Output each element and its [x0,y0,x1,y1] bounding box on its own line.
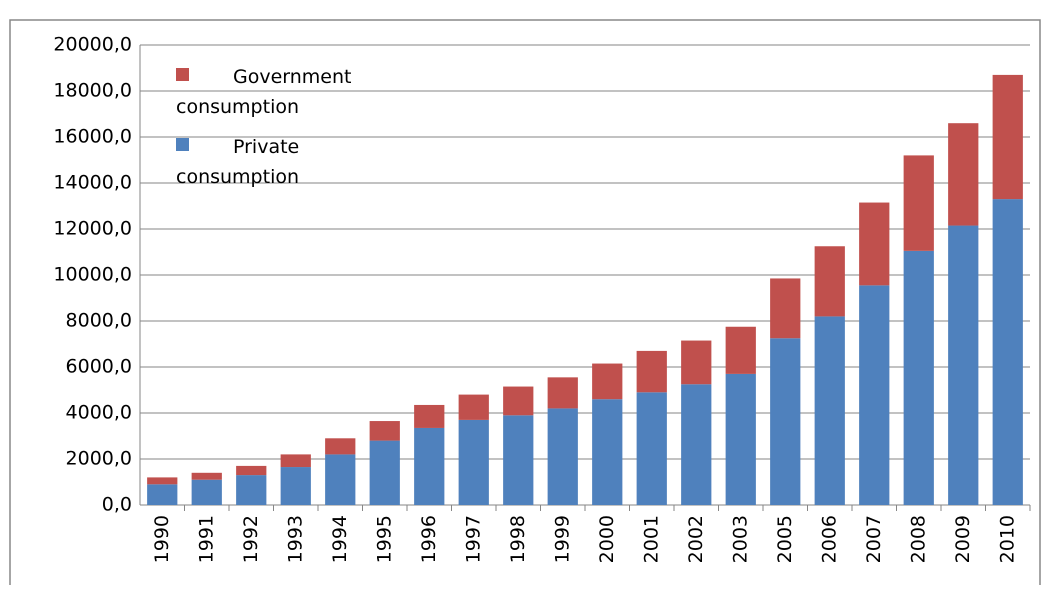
bar-segment [147,477,178,485]
bar-segment [458,394,489,420]
bar-segment [770,278,801,339]
bar-segment [147,484,178,505]
x-tick-label: 2008 [907,515,929,563]
y-tick-label: 10000,0 [53,264,132,286]
bar-segment [592,399,623,505]
x-tick-label: 2003 [729,515,751,563]
bar-segment [503,386,534,416]
bar-segment [236,475,267,505]
bar-segment [636,350,667,393]
bar-segment [280,467,311,505]
bar-segment [325,454,356,505]
x-tick-label: 1992 [240,515,262,563]
bar-segment [191,472,222,480]
legend-item: Private consumption [176,132,396,192]
bar-segment [859,202,890,286]
x-tick-label: 1998 [507,515,529,563]
bar-segment [547,408,578,505]
x-tick-label: 2001 [640,515,662,563]
y-tick-label: 16000,0 [53,126,132,148]
y-tick-label: 0,0 [102,494,132,516]
y-tick-label: 6000,0 [66,356,132,378]
x-tick-label: 1996 [418,515,440,563]
bar-segment [814,246,845,317]
bar-segment [236,465,267,476]
bar-segment [814,316,845,505]
legend: Government consumption Private consumptio… [176,62,396,202]
x-tick-label: 1997 [462,515,484,563]
legend-item: Government consumption [176,62,396,122]
bar-segment [592,363,623,400]
x-tick-label: 2010 [996,515,1018,563]
bar-segment [725,373,756,505]
x-tick-label: 1991 [195,515,217,563]
y-tick-label: 14000,0 [53,172,132,194]
bar-segment [725,326,756,374]
y-tick-label: 12000,0 [53,218,132,240]
y-tick-label: 8000,0 [66,310,132,332]
x-tick-label: 1994 [329,515,351,563]
bar-segment [414,404,445,428]
legend-swatch [176,68,189,81]
bar-segment [458,419,489,505]
bar-segment [503,415,534,505]
bar-segment [369,440,400,505]
bar-segment [280,454,311,468]
bar-segment [770,338,801,505]
x-tick-label: 1993 [284,515,306,563]
bar-segment [681,384,712,505]
y-tick-label: 4000,0 [66,402,132,424]
bar-segment [948,123,979,226]
x-tick-label: 1990 [151,515,173,563]
bar-segment [948,225,979,506]
bar-segment [636,392,667,505]
bar-segment [414,427,445,505]
chart-border [9,19,1041,589]
y-tick-label: 20000,0 [53,34,132,56]
legend-label: Private consumption [176,136,300,188]
legend-swatch [176,138,189,151]
bar-segment [681,340,712,385]
x-tick-label: 1995 [373,515,395,563]
bar-segment [903,250,934,505]
bar-segment [547,377,578,409]
bar-segment [191,479,222,505]
bar-segment [369,421,400,441]
bar-segment [903,155,934,251]
bar-segment [859,285,890,505]
x-tick-label: 2007 [863,515,885,563]
x-tick-label: 2006 [818,515,840,563]
y-tick-label: 2000,0 [66,448,132,470]
x-tick-label: 2002 [685,515,707,563]
x-tick-label: 2009 [952,515,974,563]
bar-segment [992,74,1023,200]
y-tick-label: 18000,0 [53,80,132,102]
x-tick-label: 2005 [774,515,796,563]
bar-segment [992,199,1023,505]
bar-segment [325,438,356,455]
legend-label: Government consumption [176,66,352,118]
x-tick-label: 1999 [551,515,573,563]
x-tick-label: 2000 [596,515,618,563]
